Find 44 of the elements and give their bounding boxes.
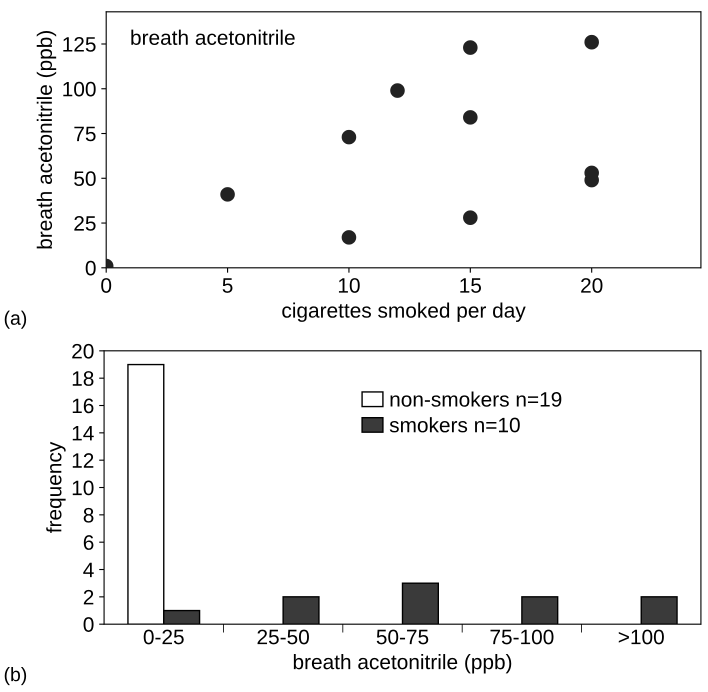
x-tick-label: 0 xyxy=(101,278,112,293)
y-tick-label: 10 xyxy=(72,480,94,496)
y-tick-label: 6 xyxy=(84,535,94,550)
y-tick-label: 14 xyxy=(72,426,94,440)
point xyxy=(390,83,405,98)
text: (b) xyxy=(4,667,26,686)
point xyxy=(463,210,478,225)
text: (a) xyxy=(4,310,26,329)
annotation: breath acetonitrile xyxy=(131,30,295,45)
y-axis-title: breath acetonitrile (ppb) xyxy=(36,31,56,248)
point xyxy=(342,130,356,144)
y-tick-label: 25 xyxy=(74,216,96,231)
y-tick-label: 8 xyxy=(84,508,94,523)
y-tick-label: 16 xyxy=(72,398,94,414)
y-tick-label: 50 xyxy=(74,171,96,186)
x-tick-label: 75-100 xyxy=(490,630,554,644)
x-axis-title: cigarettes smoked per day xyxy=(282,302,526,322)
y-axis-title: frequency xyxy=(46,442,66,533)
y-tick-label: 125 xyxy=(63,36,96,52)
x-tick-label: 50-75 xyxy=(376,630,428,644)
point xyxy=(342,230,356,245)
y-tick-label: 12 xyxy=(72,453,94,468)
y-tick-label: 0 xyxy=(86,260,96,276)
x-tick-label: 25-50 xyxy=(258,630,309,644)
x-axis-title: breath acetonitrile (ppb) xyxy=(294,654,512,674)
y-tick-label: 0 xyxy=(84,617,94,632)
point xyxy=(463,40,478,55)
x-tick-label: 15 xyxy=(460,278,482,293)
point xyxy=(584,34,599,50)
y-tick-label: 2 xyxy=(84,590,94,604)
y-tick-label: 20 xyxy=(72,344,94,359)
legend-label: non-smokers n=19 xyxy=(390,391,562,407)
x-tick-label: 20 xyxy=(581,278,602,293)
x-tick-label: 10 xyxy=(338,278,360,293)
x-tick-label: 5 xyxy=(222,278,232,293)
y-tick-label: 4 xyxy=(83,562,94,578)
y-tick-label: 100 xyxy=(63,82,96,97)
point xyxy=(463,110,478,125)
y-tick-label: 75 xyxy=(74,126,96,142)
x-tick-label: 0-25 xyxy=(144,630,184,644)
legend-label: smokers n=10 xyxy=(390,417,520,432)
x-tick-label: >100 xyxy=(618,630,664,644)
y-tick-label: 18 xyxy=(72,371,94,386)
point xyxy=(220,187,235,202)
